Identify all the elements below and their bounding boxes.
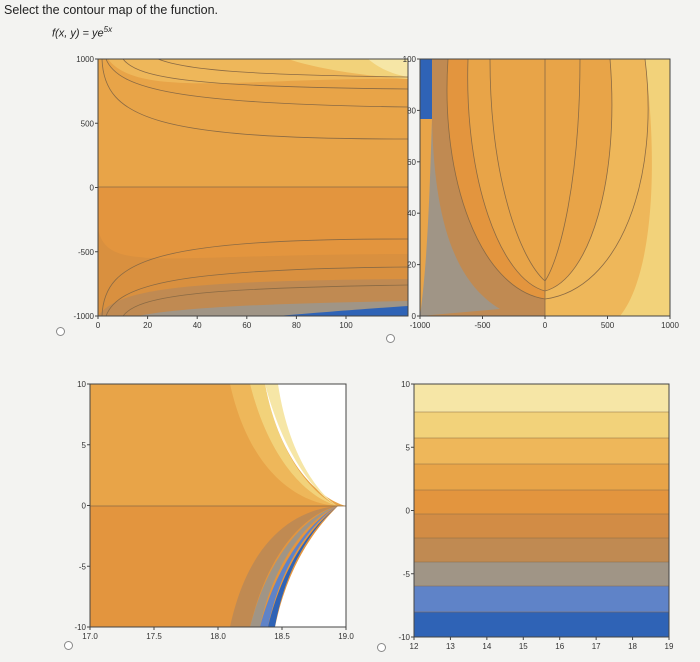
y-tick-label: -1000 [74, 312, 95, 321]
y-tick-label: 0 [412, 312, 417, 321]
x-tick-label: 40 [193, 321, 202, 330]
contour-region [278, 306, 408, 316]
x-tick-label: 18.0 [210, 632, 226, 641]
contour-svg-b: -1000 -500 0 500 1000 100 80 60 40 20 0 [403, 55, 680, 330]
contour-region [446, 59, 545, 299]
contour-band [414, 562, 669, 586]
contour-plot-c: 17.0 17.5 18.0 18.5 19.0 10 5 0 -5 -10 [60, 375, 360, 655]
x-tick-label: 1000 [661, 321, 679, 330]
contour-region [230, 384, 338, 506]
function-exponent: 5x [103, 25, 113, 34]
y-tick-label: 0 [406, 507, 411, 516]
x-tick-label: 0 [96, 321, 101, 330]
contour-region [545, 59, 670, 316]
contour-svg-c: 17.0 17.5 18.0 18.5 19.0 10 5 0 -5 -10 [74, 380, 354, 641]
y-tick-label: 500 [81, 119, 95, 128]
x-tick-label: 20 [143, 321, 152, 330]
option-b-radio[interactable] [386, 334, 395, 343]
contour-region [250, 506, 338, 627]
x-tick-label: 17 [592, 642, 601, 651]
x-tick-label: 14 [482, 642, 491, 651]
y-tick-label: -10 [398, 633, 410, 642]
contour-band [414, 612, 669, 637]
y-tick-label: -5 [403, 570, 411, 579]
contour-plot-a: 0 20 40 60 80 100 1000 500 0 -500 -1000 [60, 50, 409, 340]
contour-band [414, 586, 669, 612]
contour-band [414, 438, 669, 464]
contour-svg-d: 12 13 14 15 16 17 18 19 10 5 0 -5 -10 [398, 380, 674, 651]
contour-region [260, 506, 338, 627]
function-lhs: f(x, y) = ye [52, 27, 104, 40]
option-d-radio[interactable] [377, 643, 386, 652]
y-tick-label: 10 [401, 380, 410, 389]
y-tick-label: 0 [82, 502, 87, 511]
x-tick-label: 16 [555, 642, 564, 651]
contour-region [420, 59, 432, 119]
x-tick-label: 0 [543, 321, 548, 330]
y-tick-label: 40 [407, 209, 416, 218]
y-tick-label: 100 [403, 55, 417, 64]
x-tick-label: 17.5 [146, 632, 162, 641]
contour-band [414, 384, 669, 412]
option-c-radio[interactable] [64, 641, 73, 650]
contour-plot-b: -1000 -500 0 500 1000 100 80 60 40 20 0 [382, 50, 692, 350]
x-tick-label: 18 [628, 642, 637, 651]
x-tick-label: 15 [519, 642, 528, 651]
x-tick-label: 12 [410, 642, 419, 651]
contour-band [414, 538, 669, 562]
contour-region [420, 119, 500, 316]
contour-region [368, 59, 408, 77]
y-tick-label: 1000 [76, 55, 94, 64]
contour-plot-d: 12 13 14 15 16 17 18 19 10 5 0 -5 -10 [382, 375, 692, 660]
y-tick-label: -10 [74, 623, 86, 632]
contour-region [230, 506, 338, 627]
y-tick-label: 10 [77, 380, 86, 389]
y-tick-label: 20 [407, 261, 416, 270]
contour-band [414, 514, 669, 538]
x-tick-label: 60 [242, 321, 251, 330]
x-tick-label: 19 [665, 642, 674, 651]
contour-region [265, 384, 346, 627]
x-tick-label: -1000 [410, 321, 431, 330]
contour-band [414, 464, 669, 490]
x-tick-label: 80 [292, 321, 301, 330]
question-prompt: Select the contour map of the function. [4, 3, 219, 17]
contour-band [414, 412, 669, 438]
contour-region [275, 506, 346, 627]
contour-region [265, 384, 338, 506]
contour-lines [98, 58, 409, 317]
y-tick-label: -5 [79, 562, 87, 571]
function-formula: f(x, y) = ye5x [52, 25, 112, 40]
y-tick-label: -500 [78, 248, 95, 257]
y-tick-label: 80 [407, 106, 416, 115]
option-a-radio[interactable] [56, 327, 65, 336]
x-tick-label: 19.0 [338, 632, 354, 641]
contour-region [250, 384, 338, 506]
contour-lines [414, 411, 669, 613]
y-tick-label: 5 [82, 441, 87, 450]
y-tick-label: 60 [407, 158, 416, 167]
contour-region [268, 506, 338, 627]
x-tick-label: 17.0 [82, 632, 98, 641]
contour-lines [446, 58, 649, 316]
y-tick-label: 0 [90, 184, 95, 193]
x-tick-label: 18.5 [274, 632, 290, 641]
contour-band [414, 490, 669, 514]
x-tick-label: 500 [601, 321, 615, 330]
contour-region [620, 59, 670, 316]
y-tick-label: 5 [406, 443, 411, 452]
contour-svg-a: 0 20 40 60 80 100 1000 500 0 -500 -1000 [74, 55, 409, 330]
x-tick-label: 13 [446, 642, 455, 651]
x-tick-label: 100 [339, 321, 353, 330]
x-tick-label: -500 [474, 321, 491, 330]
